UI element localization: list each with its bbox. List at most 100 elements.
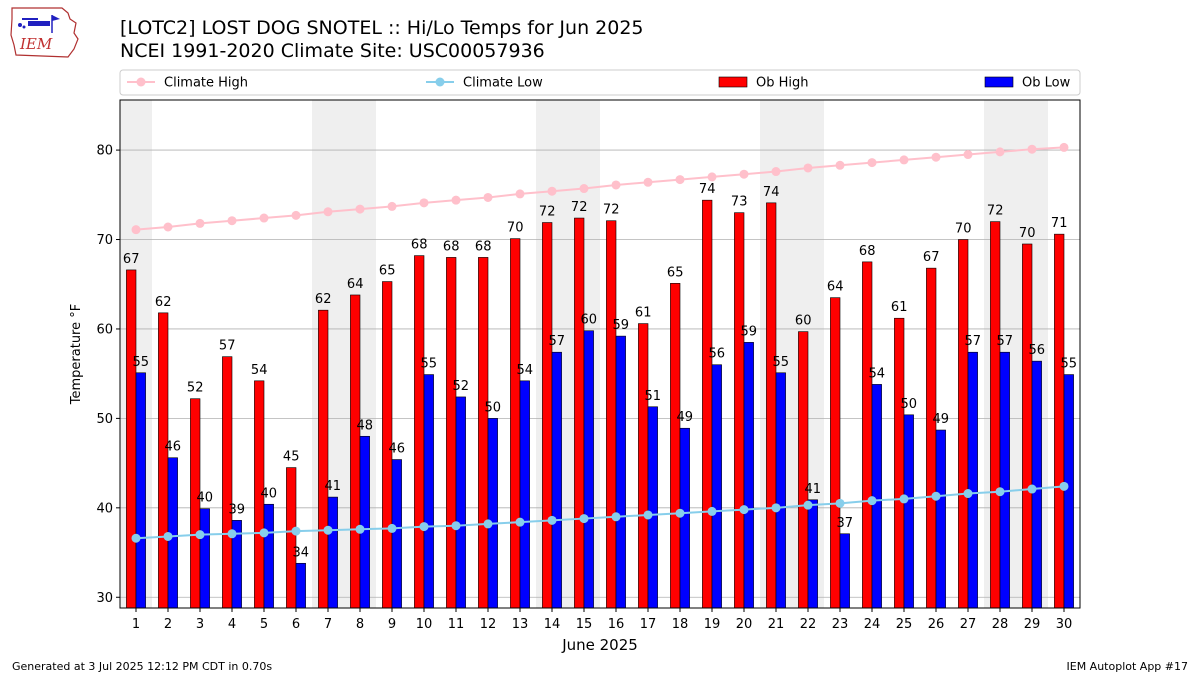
ob-high-label-9: 65 xyxy=(379,264,396,279)
x-tick-label-13: 13 xyxy=(512,617,529,632)
climate-low-point-2 xyxy=(163,531,173,541)
ob-high-label-2: 62 xyxy=(155,295,172,310)
climate-low-line xyxy=(135,485,1065,540)
ob-high-label-21: 74 xyxy=(763,185,780,200)
climate-low-point-24 xyxy=(867,496,877,506)
climate-low-point-27 xyxy=(963,489,973,499)
ob-high-label-28: 72 xyxy=(987,204,1004,219)
x-tick-label-14: 14 xyxy=(544,617,561,632)
ob-high-bar-6 xyxy=(286,467,297,609)
x-tick-label-30: 30 xyxy=(1056,617,1073,632)
x-tick-label-7: 7 xyxy=(324,617,332,632)
climate-low-point-19 xyxy=(707,506,717,516)
ob-high-bar-1 xyxy=(126,269,137,609)
y-tick-label-50: 50 xyxy=(96,412,113,427)
climate-low-point-1 xyxy=(131,533,141,543)
ob-low-label-7: 41 xyxy=(325,479,342,494)
legend-swatch-ob-low xyxy=(984,76,1014,88)
climate-low-point-5 xyxy=(259,528,269,538)
climate-high-point-1 xyxy=(131,225,141,235)
climate-high-point-14 xyxy=(547,186,557,196)
climate-low-point-15 xyxy=(579,514,589,524)
climate-low-point-25 xyxy=(899,494,909,504)
climate-high-point-11 xyxy=(451,195,461,205)
ob-high-label-10: 68 xyxy=(411,238,428,253)
x-tick-label-3: 3 xyxy=(196,617,204,632)
ob-low-label-1: 55 xyxy=(133,355,150,370)
x-tick-label-23: 23 xyxy=(832,617,849,632)
ob-low-bar-24 xyxy=(871,384,882,609)
y-tick-label-70: 70 xyxy=(96,233,113,248)
x-tick-label-26: 26 xyxy=(928,617,945,632)
climate-low-point-3 xyxy=(195,530,205,540)
legend-label-ob-high: Ob High xyxy=(756,76,809,91)
ob-low-bar-11 xyxy=(455,396,466,609)
ob-high-bar-27 xyxy=(958,239,969,609)
legend-label-climate-high: Climate High xyxy=(164,76,248,91)
x-tick-label-8: 8 xyxy=(356,617,364,632)
ob-high-bar-24 xyxy=(862,261,873,609)
ob-high-label-14: 72 xyxy=(539,205,556,220)
ob-high-bar-26 xyxy=(926,267,937,609)
ob-high-label-19: 74 xyxy=(699,182,716,197)
x-tick-label-25: 25 xyxy=(896,617,913,632)
ob-low-label-5: 40 xyxy=(261,486,278,501)
climate-high-point-29 xyxy=(1027,144,1037,154)
climate-low-point-28 xyxy=(995,487,1005,497)
ob-low-label-28: 57 xyxy=(997,334,1014,349)
x-tick-label-5: 5 xyxy=(260,617,268,632)
ob-high-bar-22 xyxy=(798,331,809,609)
climate-high-point-6 xyxy=(291,210,301,220)
climate-low-point-4 xyxy=(227,529,237,539)
ob-low-label-12: 50 xyxy=(485,400,502,415)
climate-low-point-16 xyxy=(611,512,621,522)
ob-low-bar-29 xyxy=(1031,360,1042,609)
ob-low-label-26: 49 xyxy=(933,412,950,427)
climate-high-point-15 xyxy=(579,184,589,194)
x-tick-label-4: 4 xyxy=(228,617,236,632)
climate-high-point-26 xyxy=(931,152,941,162)
ob-low-bar-7 xyxy=(327,496,338,609)
legend-label-ob-low: Ob Low xyxy=(1022,76,1071,91)
climate-high-point-28 xyxy=(995,147,1005,157)
ob-low-label-6: 34 xyxy=(293,545,310,560)
ob-low-bar-28 xyxy=(999,351,1010,609)
ob-high-bar-17 xyxy=(638,323,649,609)
ob-high-bar-28 xyxy=(990,221,1001,609)
chart-title: [LOTC2] LOST DOG SNOTEL :: Hi/Lo Temps f… xyxy=(120,17,644,39)
x-tick-label-15: 15 xyxy=(576,617,593,632)
ob-high-bar-11 xyxy=(446,257,457,609)
ob-low-bar-1 xyxy=(135,372,146,609)
ob-low-bar-26 xyxy=(935,429,946,609)
x-tick-label-19: 19 xyxy=(704,617,721,632)
ob-low-bar-14 xyxy=(551,351,562,609)
climate-low-point-6 xyxy=(291,526,301,536)
y-tick-label-40: 40 xyxy=(96,501,113,516)
ob-low-label-24: 54 xyxy=(869,366,886,381)
climate-high-point-2 xyxy=(163,222,173,232)
climate-low-point-18 xyxy=(675,508,685,518)
svg-text:IEM: IEM xyxy=(19,35,53,53)
x-tick-label-10: 10 xyxy=(416,617,433,632)
x-tick-label-9: 9 xyxy=(388,617,396,632)
ob-high-label-20: 73 xyxy=(731,195,748,210)
x-tick-label-21: 21 xyxy=(768,617,785,632)
climate-high-point-5 xyxy=(259,213,269,223)
x-tick-label-2: 2 xyxy=(164,617,172,632)
ob-high-label-4: 57 xyxy=(219,339,236,354)
ob-high-bar-4 xyxy=(222,356,233,609)
climate-high-point-13 xyxy=(515,189,525,199)
climate-low-point-10 xyxy=(419,522,429,532)
iem-logo: IEM xyxy=(8,5,82,59)
ob-low-label-11: 52 xyxy=(453,379,470,394)
climate-high-point-25 xyxy=(899,155,909,165)
ob-low-label-16: 59 xyxy=(613,318,630,333)
climate-low-point-30 xyxy=(1059,481,1069,491)
ob-low-label-9: 46 xyxy=(389,442,406,457)
ob-high-label-29: 70 xyxy=(1019,226,1036,241)
ob-high-label-11: 68 xyxy=(443,239,460,254)
climate-high-point-8 xyxy=(355,204,365,214)
x-tick-label-17: 17 xyxy=(640,617,657,632)
climate-low-point-21 xyxy=(771,503,781,513)
ob-high-label-1: 67 xyxy=(123,252,140,267)
